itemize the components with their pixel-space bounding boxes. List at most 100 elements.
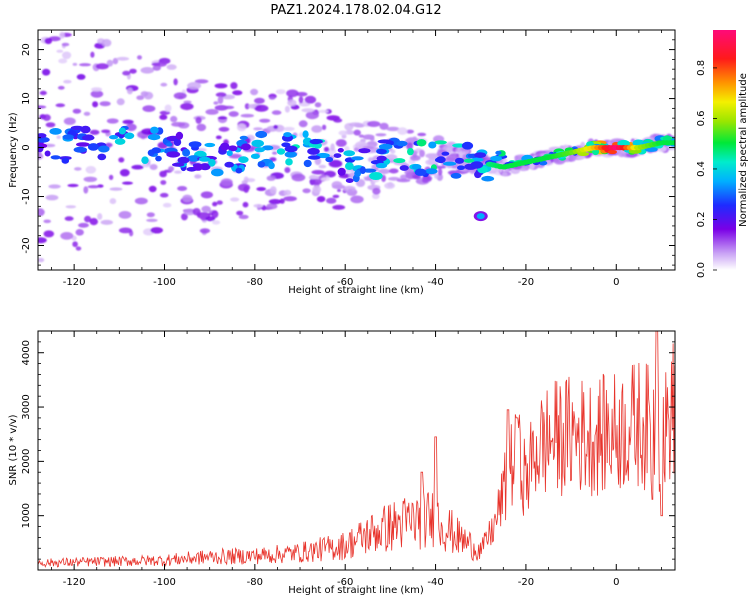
noise-blob <box>446 154 459 162</box>
noise-blob <box>254 97 265 104</box>
noise-blob <box>295 92 308 97</box>
noise-blob <box>350 195 364 204</box>
noise-blob <box>182 194 193 203</box>
ridge-blob <box>238 156 249 164</box>
x-tick-label: -120 <box>63 277 86 288</box>
noise-blob <box>348 122 363 127</box>
y-tick-label: 10 <box>21 92 32 105</box>
noise-blob <box>58 58 68 64</box>
noise-blob <box>330 143 335 151</box>
ridge-blob <box>377 139 392 144</box>
noise-blob <box>236 123 247 132</box>
noise-blob <box>63 79 72 84</box>
ridge-blob <box>175 131 184 140</box>
ridge-blob <box>114 138 126 145</box>
noise-blob <box>332 204 346 210</box>
noise-blob <box>78 222 89 228</box>
noise-blob <box>266 203 278 210</box>
noise-blob <box>195 116 202 124</box>
x-tick-label: -60 <box>337 577 353 588</box>
ridge-blob <box>378 143 393 150</box>
noise-blob <box>335 139 347 147</box>
noise-blob <box>79 63 91 67</box>
noise-blob <box>62 51 72 60</box>
noise-blob <box>118 227 133 234</box>
noise-blob <box>301 108 315 113</box>
noise-blob <box>109 187 123 191</box>
ridge-blob <box>414 168 427 176</box>
noise-blob <box>168 166 175 172</box>
noise-blob <box>311 170 325 175</box>
spectrogram-x-ticks: -120 -100 -80 -60 -40 -20 0 <box>51 30 662 288</box>
ridge-blob <box>124 132 135 140</box>
colorbar-tick-label: 0.6 <box>696 110 707 126</box>
ridge-blob <box>407 147 414 156</box>
noise-blob <box>201 205 211 213</box>
noise-blob <box>387 176 401 181</box>
noise-blob <box>38 257 45 263</box>
noise-blob <box>65 205 77 209</box>
noise-blob <box>116 56 130 61</box>
ridge-blob <box>173 138 182 147</box>
spectrogram-y-axis-label: Frequency (Hz) <box>8 112 19 188</box>
noise-blob <box>437 168 443 176</box>
noise-blob <box>311 125 323 133</box>
ridge-blob <box>262 145 274 151</box>
noise-blob <box>232 90 243 96</box>
ridge-blob <box>474 171 482 179</box>
noise-blob <box>137 55 142 60</box>
noise-blob <box>95 63 109 70</box>
noise-blob <box>230 82 238 90</box>
snr-plot-area <box>38 331 675 570</box>
noise-blob <box>140 91 149 97</box>
ridge-blob <box>276 148 286 155</box>
ridge-blob <box>268 162 275 170</box>
noise-blob <box>171 122 186 127</box>
ridge-blob <box>416 139 427 147</box>
noise-blob <box>170 115 178 123</box>
noise-blob <box>146 212 155 218</box>
noise-blob <box>291 173 306 182</box>
noise-blob <box>92 101 99 108</box>
noise-blob <box>223 105 235 110</box>
ridge-blob <box>337 167 346 176</box>
noise-blob <box>61 42 70 47</box>
ridge-blob <box>399 165 409 171</box>
noise-blob <box>156 61 167 67</box>
noise-blob <box>529 162 535 170</box>
ridge-blob <box>302 137 313 146</box>
noise-blob <box>118 211 132 219</box>
noise-blob <box>181 213 188 221</box>
snr-series-line <box>38 331 675 568</box>
ridge-blob <box>359 166 366 175</box>
noise-blob <box>347 189 354 195</box>
ridge-blob <box>474 152 486 159</box>
ridge-blob <box>38 133 47 139</box>
noise-blob <box>38 152 44 160</box>
noise-blob <box>63 117 76 125</box>
noise-blob <box>160 180 167 185</box>
noise-blob <box>205 109 219 115</box>
spectrogram-y-ticks: -20 -10 0 10 20 <box>21 29 675 266</box>
ridge-blob <box>538 160 548 166</box>
x-tick-label: -40 <box>427 577 443 588</box>
noise-blob <box>237 183 251 192</box>
noise-blob <box>286 89 299 98</box>
noise-blob <box>122 70 131 76</box>
noise-blob <box>331 181 343 189</box>
ridge-blob <box>337 148 344 153</box>
noise-blob <box>43 230 55 238</box>
noise-blob <box>38 208 45 217</box>
noise-blob <box>369 137 375 141</box>
ridge-blob <box>255 130 268 139</box>
noise-blob <box>417 132 427 137</box>
noise-blob <box>148 185 157 193</box>
noise-blob <box>159 192 169 198</box>
noise-blob <box>180 102 194 111</box>
colorbar-gradient <box>713 30 736 270</box>
ridge-blob <box>454 157 465 164</box>
ridge-blob <box>50 155 61 160</box>
noise-blob <box>388 168 399 174</box>
noise-blob <box>142 105 156 112</box>
